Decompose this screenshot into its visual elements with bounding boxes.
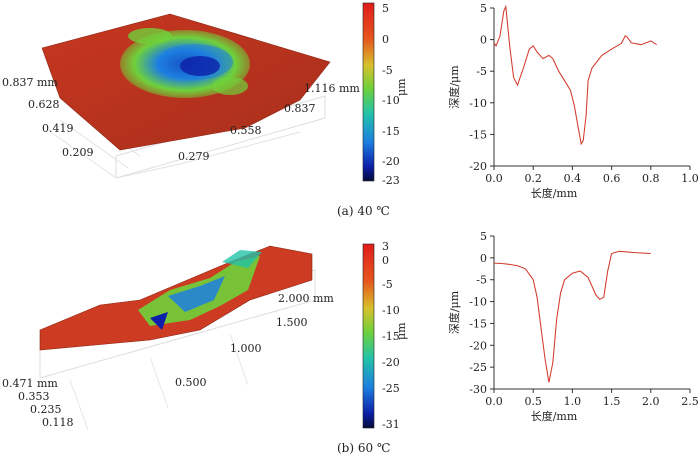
surface-b-ylabel-1: 0.353 bbox=[18, 390, 50, 403]
colorbar-a-tick-4: -15 bbox=[382, 125, 400, 138]
surface-plot-b: 0.471 mm 0.353 0.235 0.118 2.000 mm 1.50… bbox=[2, 245, 334, 431]
chart-1-ytick-label: -15 bbox=[469, 317, 487, 330]
surface-plot-a: 0.837 mm 0.628 0.419 0.209 1.116 mm 0.83… bbox=[2, 13, 360, 179]
surface-a-ylabel-0: 0.837 mm bbox=[2, 76, 58, 89]
surface-a-xlabel-3: 0.279 bbox=[178, 150, 210, 163]
colorbar-b-tick-2: -5 bbox=[382, 278, 393, 291]
colorbar-a: 5 0 -5 -10 -15 -20 -23 μm bbox=[362, 2, 408, 187]
chart-0-ytick-label: 0 bbox=[480, 34, 487, 47]
surface-b-ylabel-2: 0.235 bbox=[30, 403, 62, 416]
surface-a-ylabel-1: 0.628 bbox=[28, 98, 60, 111]
chart-1-ytick-label: 0 bbox=[480, 252, 487, 265]
colorbar-b-tick-0: 3 bbox=[382, 240, 389, 253]
chart-0-xtick-label: 0.4 bbox=[564, 172, 582, 185]
colorbar-a-tick-6: -23 bbox=[382, 174, 400, 187]
depth-profile-chart-b: 深度/μm 长度/mm 0.0 0.5 1.0 1.5 2.0 2.5 5 0 -5 -10 -15… bbox=[447, 230, 699, 423]
chart-1-xtick-label: 0.0 bbox=[485, 395, 503, 408]
chart-1-ytick-label: -25 bbox=[469, 361, 487, 374]
chart-0-ytick-label: -15 bbox=[469, 128, 487, 141]
surface-a-ylabel-3: 0.209 bbox=[62, 146, 94, 159]
colorbar-b-tick-4: -15 bbox=[382, 330, 400, 343]
surface-b-xlabel-0: 2.000 mm bbox=[278, 292, 334, 305]
colorbar-a-tick-5: -20 bbox=[382, 155, 400, 168]
surface-b-ylabel-3: 0.118 bbox=[42, 416, 74, 429]
colorbar-a-tick-0: 5 bbox=[382, 2, 389, 15]
caption-a: (a) 40 ℃ bbox=[337, 204, 390, 218]
chart-0-ytick-label: -5 bbox=[476, 65, 487, 78]
chart-1-xtick-label: 2.5 bbox=[681, 395, 699, 408]
surface-a-xlabel-2: 0.558 bbox=[230, 124, 262, 137]
surface-a-ylabel-2: 0.419 bbox=[42, 122, 74, 135]
depth-profile-chart-a: 深度/μm 长度/mm 0.0 0.2 0.4 0.6 0.8 1.0 5 0 -5 -10 -15… bbox=[447, 2, 699, 200]
chart-0-xtick-label: 0.8 bbox=[642, 172, 660, 185]
colorbar-b-tick-3: -10 bbox=[382, 304, 400, 317]
chart-b-xlabel: 长度/mm bbox=[531, 409, 578, 423]
colorbar-b-tick-5: -20 bbox=[382, 356, 400, 369]
colorbar-b-unit: μm bbox=[395, 322, 408, 340]
chart-0-ytick-label: 5 bbox=[480, 2, 487, 15]
surface-a-xlabel-1: 0.837 bbox=[284, 102, 316, 115]
chart-0-ytick-label: -20 bbox=[469, 160, 487, 173]
chart-1-ytick-label: -10 bbox=[469, 296, 487, 309]
colorbar-b: 3 0 -5 -10 -15 -20 -25 -31 μm bbox=[362, 240, 408, 431]
chart-1-xtick-label: 0.5 bbox=[524, 395, 542, 408]
chart-b-ylabel: 深度/μm bbox=[447, 290, 461, 334]
caption-b: (b) 60 ℃ bbox=[337, 441, 390, 455]
chart-1-series-0-line bbox=[493, 250, 651, 383]
colorbar-a-tick-3: -10 bbox=[382, 94, 400, 107]
chart-1-axes bbox=[493, 236, 690, 390]
colorbar-a-unit: μm bbox=[395, 78, 408, 96]
chart-a-ylabel: 深度/μm bbox=[447, 65, 461, 109]
chart-0-xtick-label: 0.2 bbox=[524, 172, 542, 185]
colorbar-a-tick-2: -5 bbox=[382, 64, 393, 77]
surface-b-xlabel-2: 1.000 bbox=[230, 342, 262, 355]
chart-1-ytick-label: -5 bbox=[476, 274, 487, 287]
chart-0-xtick-label: 1.0 bbox=[681, 172, 699, 185]
chart-0-xtick-label: 0.0 bbox=[485, 172, 503, 185]
colorbar-b-tick-7: -31 bbox=[382, 418, 400, 431]
chart-0-series-0-line bbox=[493, 4, 657, 146]
chart-0-axes bbox=[493, 8, 690, 167]
chart-1-ytick-label: -30 bbox=[469, 383, 487, 396]
chart-1-xtick-label: 2.0 bbox=[642, 395, 660, 408]
chart-1-xtick-label: 1.5 bbox=[603, 395, 621, 408]
surface-b-xlabel-3: 0.500 bbox=[175, 376, 207, 389]
colorbar-b-tick-6: -25 bbox=[382, 382, 400, 395]
surface-b-ylabel-0: 0.471 mm bbox=[2, 377, 58, 390]
chart-0-xtick-label: 0.6 bbox=[603, 172, 621, 185]
colorbar-a-tick-1: 0 bbox=[382, 33, 389, 46]
chart-1-ytick-label: -20 bbox=[469, 339, 487, 352]
chart-a-xlabel: 长度/mm bbox=[531, 186, 578, 200]
surface-a-xlabel-0: 1.116 mm bbox=[304, 82, 360, 95]
colorbar-b-tick-1: 0 bbox=[382, 254, 389, 267]
chart-1-xtick-label: 1.0 bbox=[564, 395, 582, 408]
surface-b-xlabel-1: 1.500 bbox=[276, 316, 308, 329]
chart-0-ytick-label: -10 bbox=[469, 97, 487, 110]
chart-1-ytick-label: 5 bbox=[480, 230, 487, 243]
